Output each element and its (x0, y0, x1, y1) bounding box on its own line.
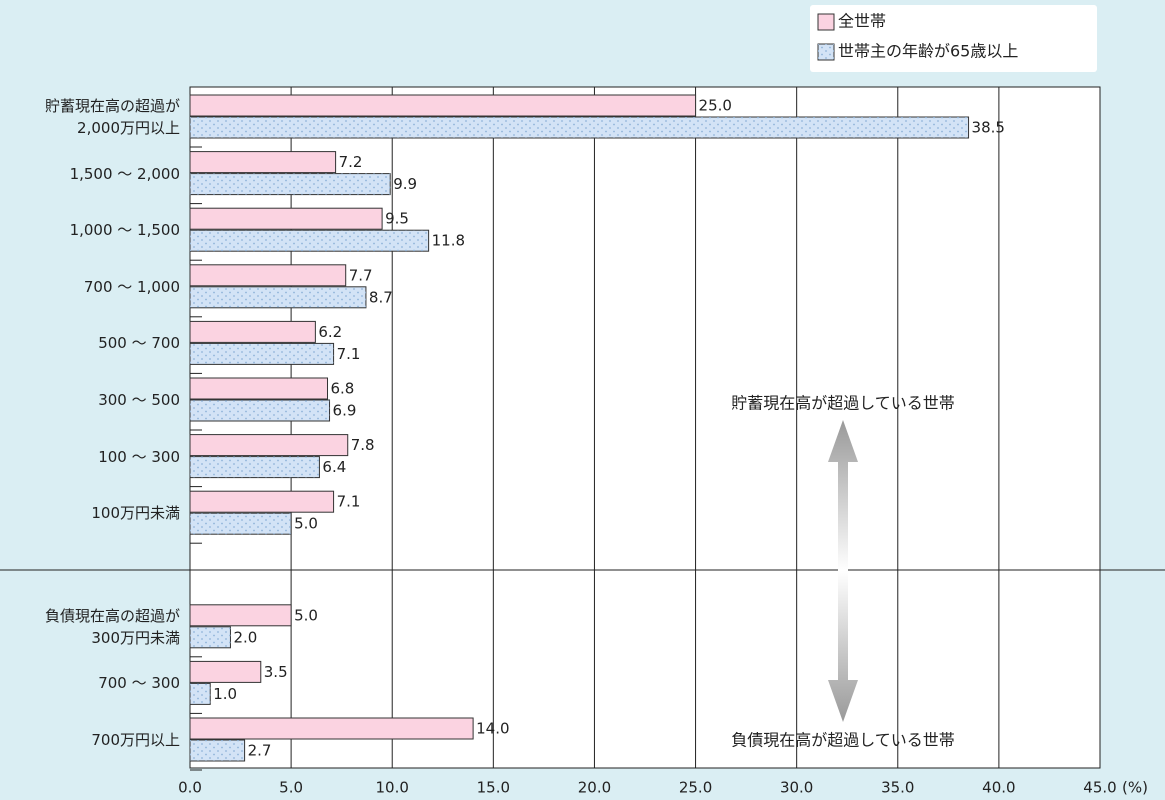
y-tick-label: 700 ～ 1,000 (83, 277, 180, 296)
bar (189, 151, 337, 174)
value-label: 7.7 (349, 266, 373, 284)
x-tick-label: 20.0 (578, 779, 611, 797)
x-tick-label: 5.0 (279, 779, 303, 797)
value-label: 25.0 (699, 97, 732, 115)
annotation: 貯蓄現在高が超過している世帯 (731, 394, 955, 413)
bar (189, 717, 474, 740)
arrow (828, 420, 858, 722)
bar (189, 94, 697, 117)
y-tick-label: 負債現在高の超過が 300万円未満 (44, 606, 180, 647)
x-tick-label: 35.0 (881, 779, 914, 797)
y-tick-label: 300 ～ 500 (98, 391, 180, 409)
value-label: 1.0 (213, 685, 237, 703)
x-tick-label: 45.0 (1083, 779, 1116, 797)
value-label: 9.5 (385, 210, 409, 228)
value-label: 7.1 (337, 345, 361, 363)
value-label: 6.4 (322, 458, 346, 476)
bar (189, 434, 349, 457)
value-label: 6.8 (331, 380, 355, 398)
bar-pattern (190, 343, 334, 365)
x-tick-label: 10.0 (376, 779, 409, 797)
bar-pattern (190, 513, 292, 535)
value-label: 11.8 (432, 232, 465, 250)
y-tick-label: 700 ～ 300 (98, 674, 180, 693)
value-label: 6.9 (333, 402, 357, 420)
y-tick-label: 700万円以上 (91, 731, 180, 749)
legend-swatch (817, 13, 835, 31)
bar (189, 490, 335, 513)
y-tick-label: 100万円未満 (91, 504, 180, 523)
bar-pattern (190, 230, 429, 252)
bar-pattern (190, 117, 969, 138)
bar-pattern (190, 683, 211, 705)
x-tick-label: 40.0 (982, 779, 1015, 797)
bar-pattern (190, 286, 366, 308)
value-label: 38.5 (972, 119, 1005, 137)
y-tick-label: 100 ～ 300 (98, 447, 180, 466)
plot-area (190, 87, 1100, 768)
bar-pattern (190, 456, 320, 478)
value-label: 7.8 (351, 436, 375, 454)
legend-pattern (818, 44, 834, 60)
value-label: 7.2 (339, 153, 363, 171)
bar (189, 660, 262, 683)
y-tick-label: 500 ～ 700 (98, 334, 180, 353)
y-tick-label: 貯蓄現在高の超過が 2,000万円以上 (44, 97, 180, 137)
value-label: 14.0 (476, 720, 509, 738)
value-label: 5.0 (294, 606, 318, 624)
y-tick-label: 1,000 ～ 1,500 (69, 221, 180, 240)
y-tick-label: 1,500 ～ 2,000 (69, 164, 180, 183)
bar (189, 264, 347, 287)
bar (189, 320, 316, 343)
value-label: 8.7 (369, 288, 393, 306)
bar-pattern (190, 740, 245, 761)
value-label: 5.0 (294, 515, 318, 533)
x-tick-label: 30.0 (780, 779, 813, 797)
value-label: 2.0 (233, 628, 257, 646)
bar (189, 377, 329, 400)
annotation: 負債現在高が超過している世帯 (731, 731, 955, 750)
plot-border (189, 86, 1101, 769)
x-tick-label: 0.0 (178, 779, 202, 797)
x-tick-label: 25.0 (679, 779, 712, 797)
value-label: 3.5 (264, 663, 288, 681)
legend-box (810, 5, 1097, 72)
bar-pattern (190, 626, 231, 648)
bar-pattern (190, 173, 391, 195)
x-unit: (%) (1122, 779, 1148, 797)
value-label: 9.9 (393, 175, 417, 193)
legend-label: 全世帯 (838, 12, 886, 31)
value-label: 6.2 (318, 323, 342, 341)
legend-label: 世帯主の年齢が65歳以上 (838, 42, 1018, 61)
bar-pattern (190, 400, 330, 421)
bar (189, 207, 383, 230)
x-tick-label: 15.0 (477, 779, 510, 797)
value-label: 7.1 (337, 493, 361, 511)
bar (189, 604, 292, 627)
value-label: 2.7 (248, 742, 272, 760)
